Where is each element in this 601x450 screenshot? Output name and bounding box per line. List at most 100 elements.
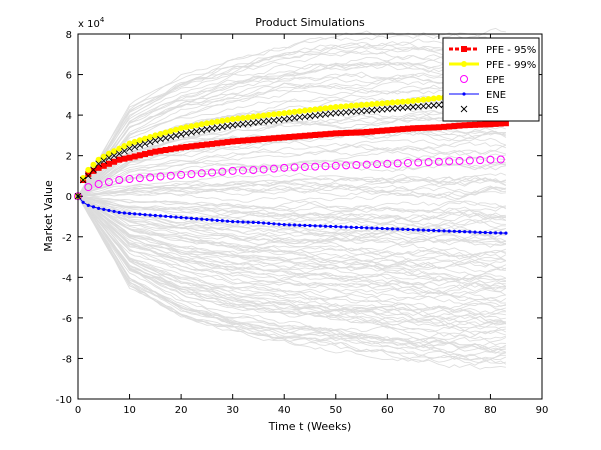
- ene-marker: [225, 219, 230, 223]
- es-marker: [420, 102, 427, 110]
- epe-marker: [218, 167, 227, 176]
- simulation-path: [77, 196, 506, 320]
- pfe99-marker: [239, 114, 246, 121]
- es-marker: [368, 106, 376, 114]
- pfe95-marker: [441, 123, 448, 130]
- pfe95-marker: [203, 141, 210, 148]
- epe-marker: [290, 163, 299, 172]
- es-marker: [157, 135, 164, 143]
- es-marker: [198, 127, 206, 134]
- epe-marker: [156, 172, 165, 181]
- pfe95-marker: [363, 128, 370, 135]
- pfe99-marker: [301, 107, 308, 114]
- ene-marker: [267, 221, 271, 225]
- epe-marker: [94, 180, 103, 189]
- x-tick-label: 90: [536, 405, 549, 416]
- ene-marker: [473, 230, 477, 234]
- ene-marker: [164, 214, 168, 218]
- pfe95-marker: [136, 152, 143, 159]
- epe-marker: [259, 165, 268, 174]
- pfe99-marker: [327, 104, 334, 111]
- simulation-path: [77, 196, 506, 246]
- epe-marker: [146, 173, 155, 182]
- ene-marker: [236, 220, 240, 224]
- simulation-path: [77, 81, 507, 197]
- es-marker: [460, 105, 468, 113]
- ene-marker: [241, 220, 245, 224]
- pfe95-marker: [404, 125, 411, 132]
- simulation-path: [77, 60, 506, 197]
- pfe95-marker: [389, 126, 396, 133]
- pfe99-marker: [307, 107, 313, 114]
- pfe99-marker: [131, 138, 138, 145]
- pfe95-marker: [399, 126, 406, 133]
- legend-label: PFE - 99%: [486, 60, 536, 71]
- x-tick-label: 30: [226, 405, 239, 416]
- es-marker: [162, 134, 169, 142]
- legend-label: ES: [486, 105, 499, 116]
- pfe99-marker: [394, 99, 401, 106]
- es-marker: [337, 109, 345, 116]
- pfe95-marker: [327, 130, 334, 137]
- pfe95-marker: [461, 46, 467, 52]
- ene-marker: [334, 225, 338, 229]
- pfe99-marker: [162, 129, 169, 136]
- simulation-path: [77, 195, 506, 225]
- pfe95-marker: [188, 143, 195, 150]
- pfe99-marker: [245, 114, 252, 121]
- y-multiplier: x 104: [78, 16, 105, 30]
- es-marker: [177, 131, 185, 138]
- ene-marker: [153, 213, 157, 218]
- ene-marker: [390, 227, 395, 231]
- ene-marker: [437, 229, 441, 233]
- epe-marker: [331, 161, 340, 170]
- pfe99-marker: [317, 105, 324, 112]
- pfe95-marker: [343, 129, 350, 136]
- ene-marker: [102, 207, 106, 212]
- ene-marker: [231, 219, 235, 224]
- ene-marker: [148, 213, 152, 217]
- simulation-path: [77, 195, 507, 340]
- y-tick-label: -10: [56, 395, 72, 406]
- ene-marker: [323, 224, 328, 228]
- es-marker: [378, 106, 386, 113]
- es-marker: [126, 145, 133, 152]
- epe-marker: [352, 160, 361, 169]
- pfe99-marker: [214, 118, 221, 125]
- pfe99-marker: [250, 113, 257, 120]
- pfe99-marker: [111, 148, 118, 155]
- pfe99-marker: [379, 100, 386, 107]
- pfe99-marker: [353, 102, 360, 109]
- y-tick-label: 2: [66, 152, 72, 163]
- pfe99-marker: [224, 116, 231, 123]
- pfe99-marker: [234, 115, 241, 122]
- pfe95-marker: [178, 144, 185, 151]
- y-tick-label: 6: [66, 71, 72, 82]
- ene-marker: [298, 223, 302, 227]
- epe-marker: [434, 157, 443, 166]
- ene-marker: [303, 223, 307, 228]
- es-marker: [384, 105, 391, 113]
- simulation-path: [77, 85, 506, 197]
- simulation-path: [77, 195, 506, 363]
- pfe95-marker: [172, 145, 179, 152]
- pfe99-marker: [348, 102, 355, 109]
- pfe99-marker: [183, 124, 190, 131]
- pfe95-marker: [307, 132, 313, 139]
- ene-marker: [421, 228, 426, 232]
- es-marker: [193, 128, 200, 135]
- simulation-path: [77, 196, 507, 297]
- simulation-path: [77, 196, 506, 246]
- axis-ticks: 0 10 20 30 40 50 60 70 80 90 -10 -8 -6 -4 -2 0 2 4 6 8: [56, 30, 549, 416]
- pfe95-marker: [116, 156, 123, 163]
- simulation-path: [77, 115, 507, 197]
- ene-marker: [205, 217, 209, 222]
- ene-marker: [411, 228, 415, 232]
- ene-marker: [354, 225, 358, 230]
- simulation-path: [77, 196, 506, 210]
- pfe95-marker: [384, 127, 391, 134]
- simulation-path: [77, 137, 507, 197]
- pfe95-marker: [337, 130, 344, 137]
- ene-marker: [215, 218, 219, 222]
